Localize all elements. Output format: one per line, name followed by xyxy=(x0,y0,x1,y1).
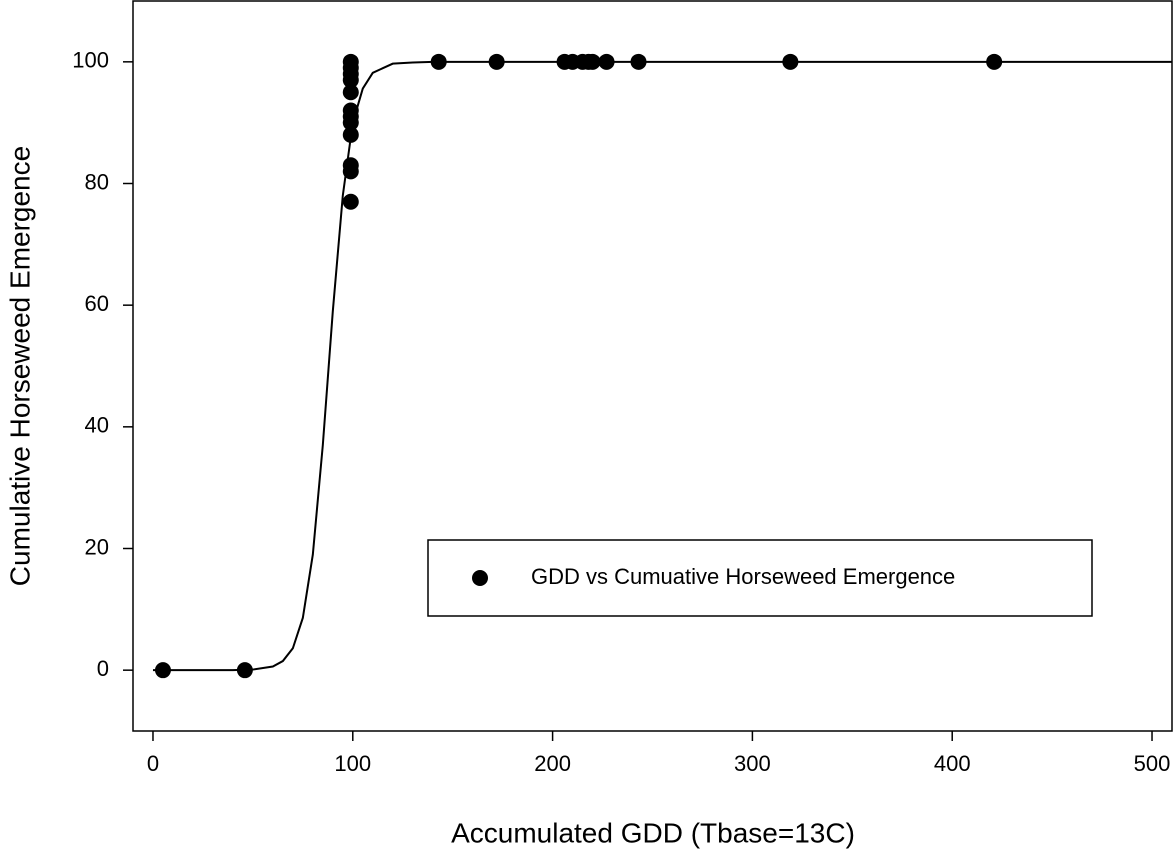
y-tick-label: 0 xyxy=(97,656,109,681)
legend-label: GDD vs Cumuative Horseweed Emergence xyxy=(531,564,955,589)
y-tick-label: 20 xyxy=(85,534,109,559)
y-tick-label: 60 xyxy=(85,291,109,316)
legend-marker xyxy=(472,570,488,586)
plot-frame xyxy=(132,0,1173,732)
x-tick-label: 400 xyxy=(934,751,971,776)
x-tick-label: 500 xyxy=(1134,751,1171,776)
y-tick-label: 100 xyxy=(72,48,109,73)
y-tick-label: 80 xyxy=(85,169,109,194)
legend-box xyxy=(427,539,1093,617)
y-tick-label: 40 xyxy=(85,413,109,438)
x-axis-title: Accumulated GDD (Tbase=13C) xyxy=(451,817,855,848)
x-tick-label: 300 xyxy=(734,751,771,776)
fit-curve xyxy=(152,60,1172,672)
x-tick-label: 100 xyxy=(334,751,371,776)
data-point xyxy=(342,53,359,70)
data-point xyxy=(342,84,359,101)
x-tick-label: 0 xyxy=(147,751,159,776)
data-point xyxy=(342,193,359,210)
x-tick-label: 200 xyxy=(534,751,571,776)
y-axis-title: Cumulative Horseweed Emergence xyxy=(4,146,35,586)
